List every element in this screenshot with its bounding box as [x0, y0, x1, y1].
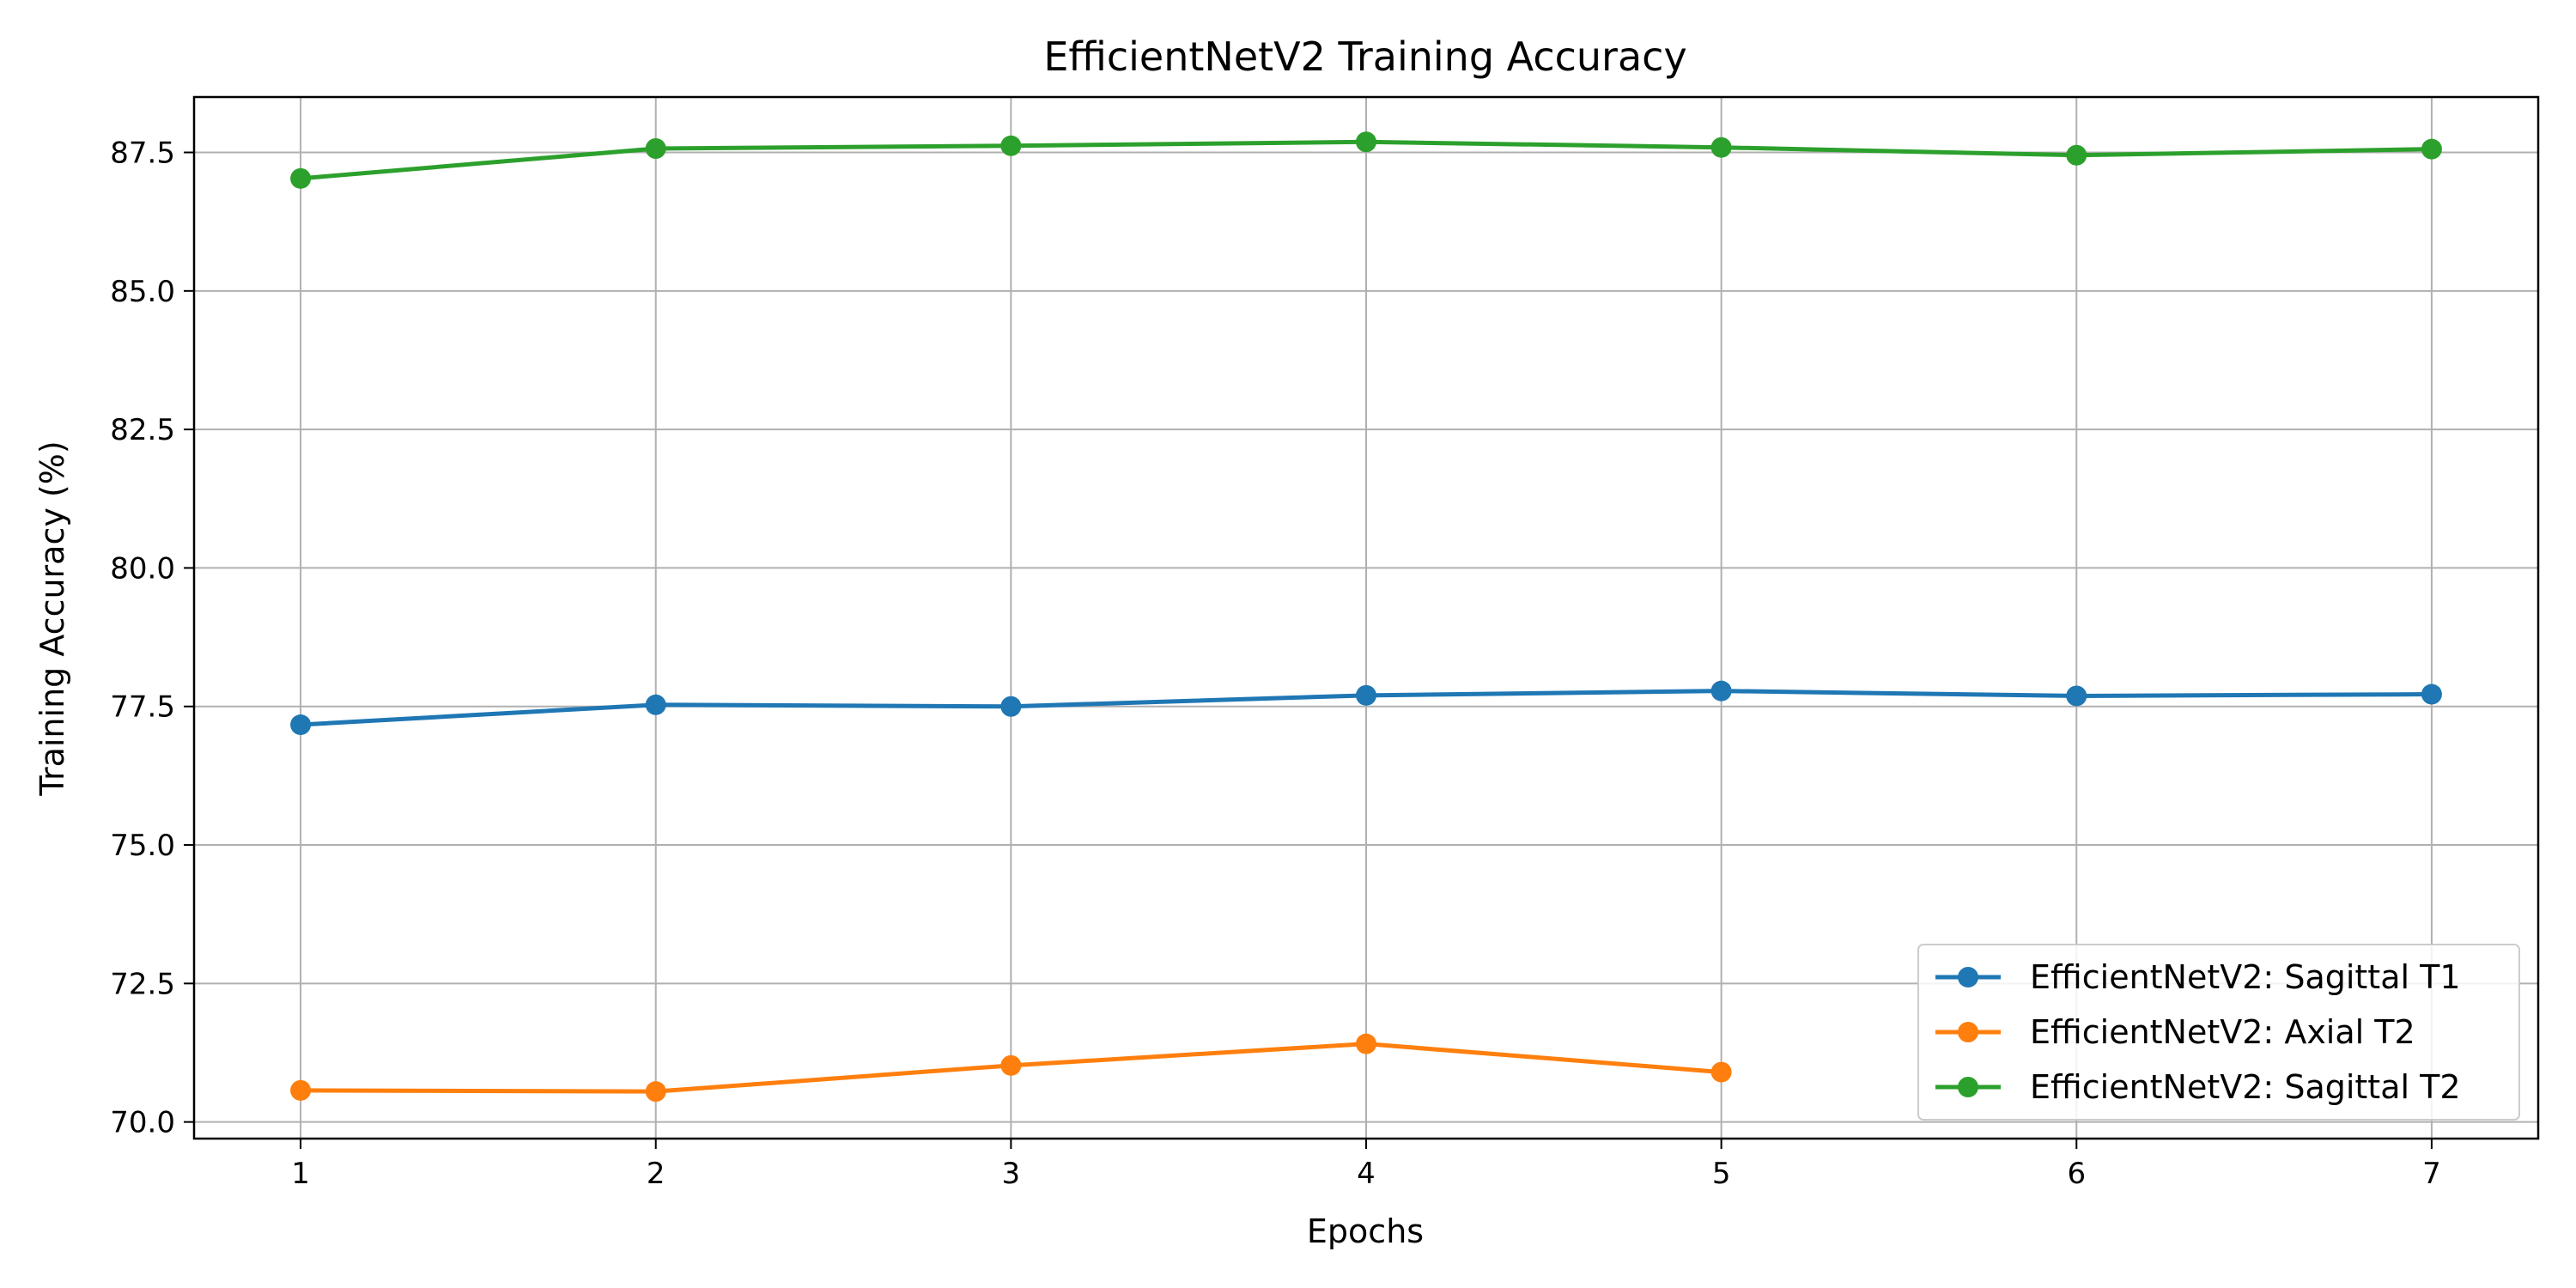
series-3: [290, 131, 2442, 189]
data-point: [1356, 131, 1376, 153]
x-tick-label: 6: [2067, 1157, 2086, 1191]
y-tick-label: 75.0: [110, 829, 175, 863]
data-point: [1356, 684, 1376, 706]
legend-label: EfficientNetV2: Sagittal T2: [2030, 1068, 2461, 1106]
legend-label: EfficientNetV2: Sagittal T1: [2030, 958, 2461, 996]
data-point: [1000, 1054, 1022, 1076]
legend-item: EfficientNetV2: Sagittal T2: [1935, 1068, 2461, 1106]
legend-swatch-marker: [1958, 1022, 1978, 1042]
x-tick-label: 5: [1712, 1157, 1731, 1191]
x-axis-label: Epochs: [1307, 1212, 1424, 1250]
data-point: [2421, 683, 2442, 705]
x-tick-label: 7: [2422, 1157, 2441, 1191]
data-point: [290, 167, 312, 189]
y-tick-label: 80.0: [110, 551, 175, 586]
legend-item: EfficientNetV2: Axial T2: [1935, 1013, 2415, 1051]
legend: EfficientNetV2: Sagittal T1 EfficientNetV…: [1917, 944, 2520, 1121]
data-point: [2066, 144, 2087, 166]
series-layer: [290, 131, 2442, 1103]
data-point: [1000, 135, 1022, 156]
data-point: [2421, 138, 2442, 160]
y-tick-label: 70.0: [110, 1106, 175, 1140]
data-point: [645, 138, 666, 160]
data-point: [2066, 685, 2087, 707]
data-point: [645, 694, 666, 715]
legend-swatch-marker: [1958, 967, 1978, 987]
y-tick-label: 82.5: [110, 413, 175, 447]
legend-label: EfficientNetV2: Axial T2: [2030, 1013, 2415, 1051]
x-tick-label: 1: [291, 1157, 310, 1191]
legend-item: EfficientNetV2: Sagittal T1: [1935, 958, 2461, 996]
data-point: [1356, 1033, 1376, 1054]
x-tick-label: 4: [1357, 1157, 1376, 1191]
series-1: [290, 680, 2442, 736]
axis-ticks: 1 2 3 4 5 6 7 70.0 72.5 75.0 77.5 80.0 82.5 85.0 87.5: [110, 137, 2440, 1191]
chart-title: EfficientNetV2 Training Accuracy: [1043, 33, 1686, 80]
y-tick-label: 72.5: [110, 967, 175, 1001]
y-tick-label: 87.5: [110, 137, 175, 171]
series-2: [290, 1033, 1732, 1103]
data-point: [1710, 137, 1732, 158]
data-point: [1000, 696, 1022, 717]
y-axis-label: Training Accuracy (%): [33, 440, 71, 796]
x-tick-label: 3: [1002, 1157, 1021, 1191]
y-tick-label: 77.5: [110, 690, 175, 725]
x-tick-label: 2: [647, 1157, 665, 1191]
legend-box: [1917, 944, 2520, 1121]
y-tick-label: 85.0: [110, 275, 175, 309]
data-point: [1710, 680, 1732, 702]
legend-swatch-marker: [1958, 1077, 1978, 1097]
data-point: [645, 1081, 666, 1103]
data-point: [290, 1079, 312, 1101]
data-point: [290, 714, 312, 736]
grid: [194, 97, 2538, 1139]
data-point: [1710, 1061, 1732, 1083]
